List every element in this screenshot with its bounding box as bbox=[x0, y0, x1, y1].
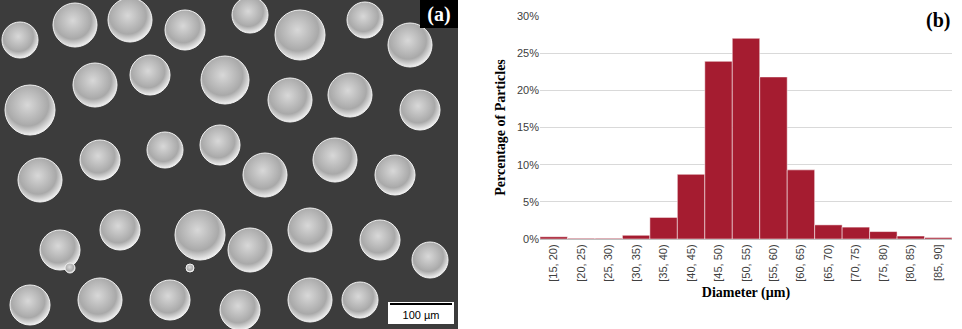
svg-text:[80, 85): [80, 85) bbox=[904, 244, 916, 281]
svg-text:25%: 25% bbox=[517, 47, 539, 59]
svg-text:[70, 75): [70, 75) bbox=[849, 244, 861, 281]
svg-text:0%: 0% bbox=[523, 233, 539, 245]
svg-text:[45, 50): [45, 50) bbox=[712, 244, 724, 281]
svg-text:20%: 20% bbox=[517, 84, 539, 96]
svg-text:10%: 10% bbox=[517, 159, 539, 171]
svg-text:(b): (b) bbox=[926, 9, 950, 32]
svg-text:Percentage of Particles: Percentage of Particles bbox=[493, 59, 508, 196]
svg-text:15%: 15% bbox=[517, 121, 539, 133]
svg-text:[15, 20): [15, 20) bbox=[547, 244, 559, 281]
svg-text:[35, 40): [35, 40) bbox=[657, 244, 669, 281]
svg-text:5%: 5% bbox=[523, 196, 539, 208]
svg-text:[30, 35): [30, 35) bbox=[630, 244, 642, 281]
svg-text:(a): (a) bbox=[427, 3, 450, 26]
svg-text:[20, 25): [20, 25) bbox=[575, 244, 587, 281]
svg-text:[85, 90]: [85, 90] bbox=[932, 244, 944, 281]
svg-text:[25, 30): [25, 30) bbox=[602, 244, 614, 281]
svg-text:[60, 65): [60, 65) bbox=[795, 244, 807, 281]
svg-text:[75, 80): [75, 80) bbox=[877, 244, 889, 281]
svg-text:Diameter (µm): Diameter (µm) bbox=[702, 285, 791, 301]
svg-text:[50, 55): [50, 55) bbox=[740, 244, 752, 281]
svg-text:100 µm: 100 µm bbox=[403, 309, 440, 321]
svg-text:[40, 45): [40, 45) bbox=[685, 244, 697, 281]
svg-text:[55, 60): [55, 60) bbox=[767, 244, 779, 281]
svg-text:30%: 30% bbox=[517, 10, 539, 22]
svg-text:[65, 70): [65, 70) bbox=[822, 244, 834, 281]
